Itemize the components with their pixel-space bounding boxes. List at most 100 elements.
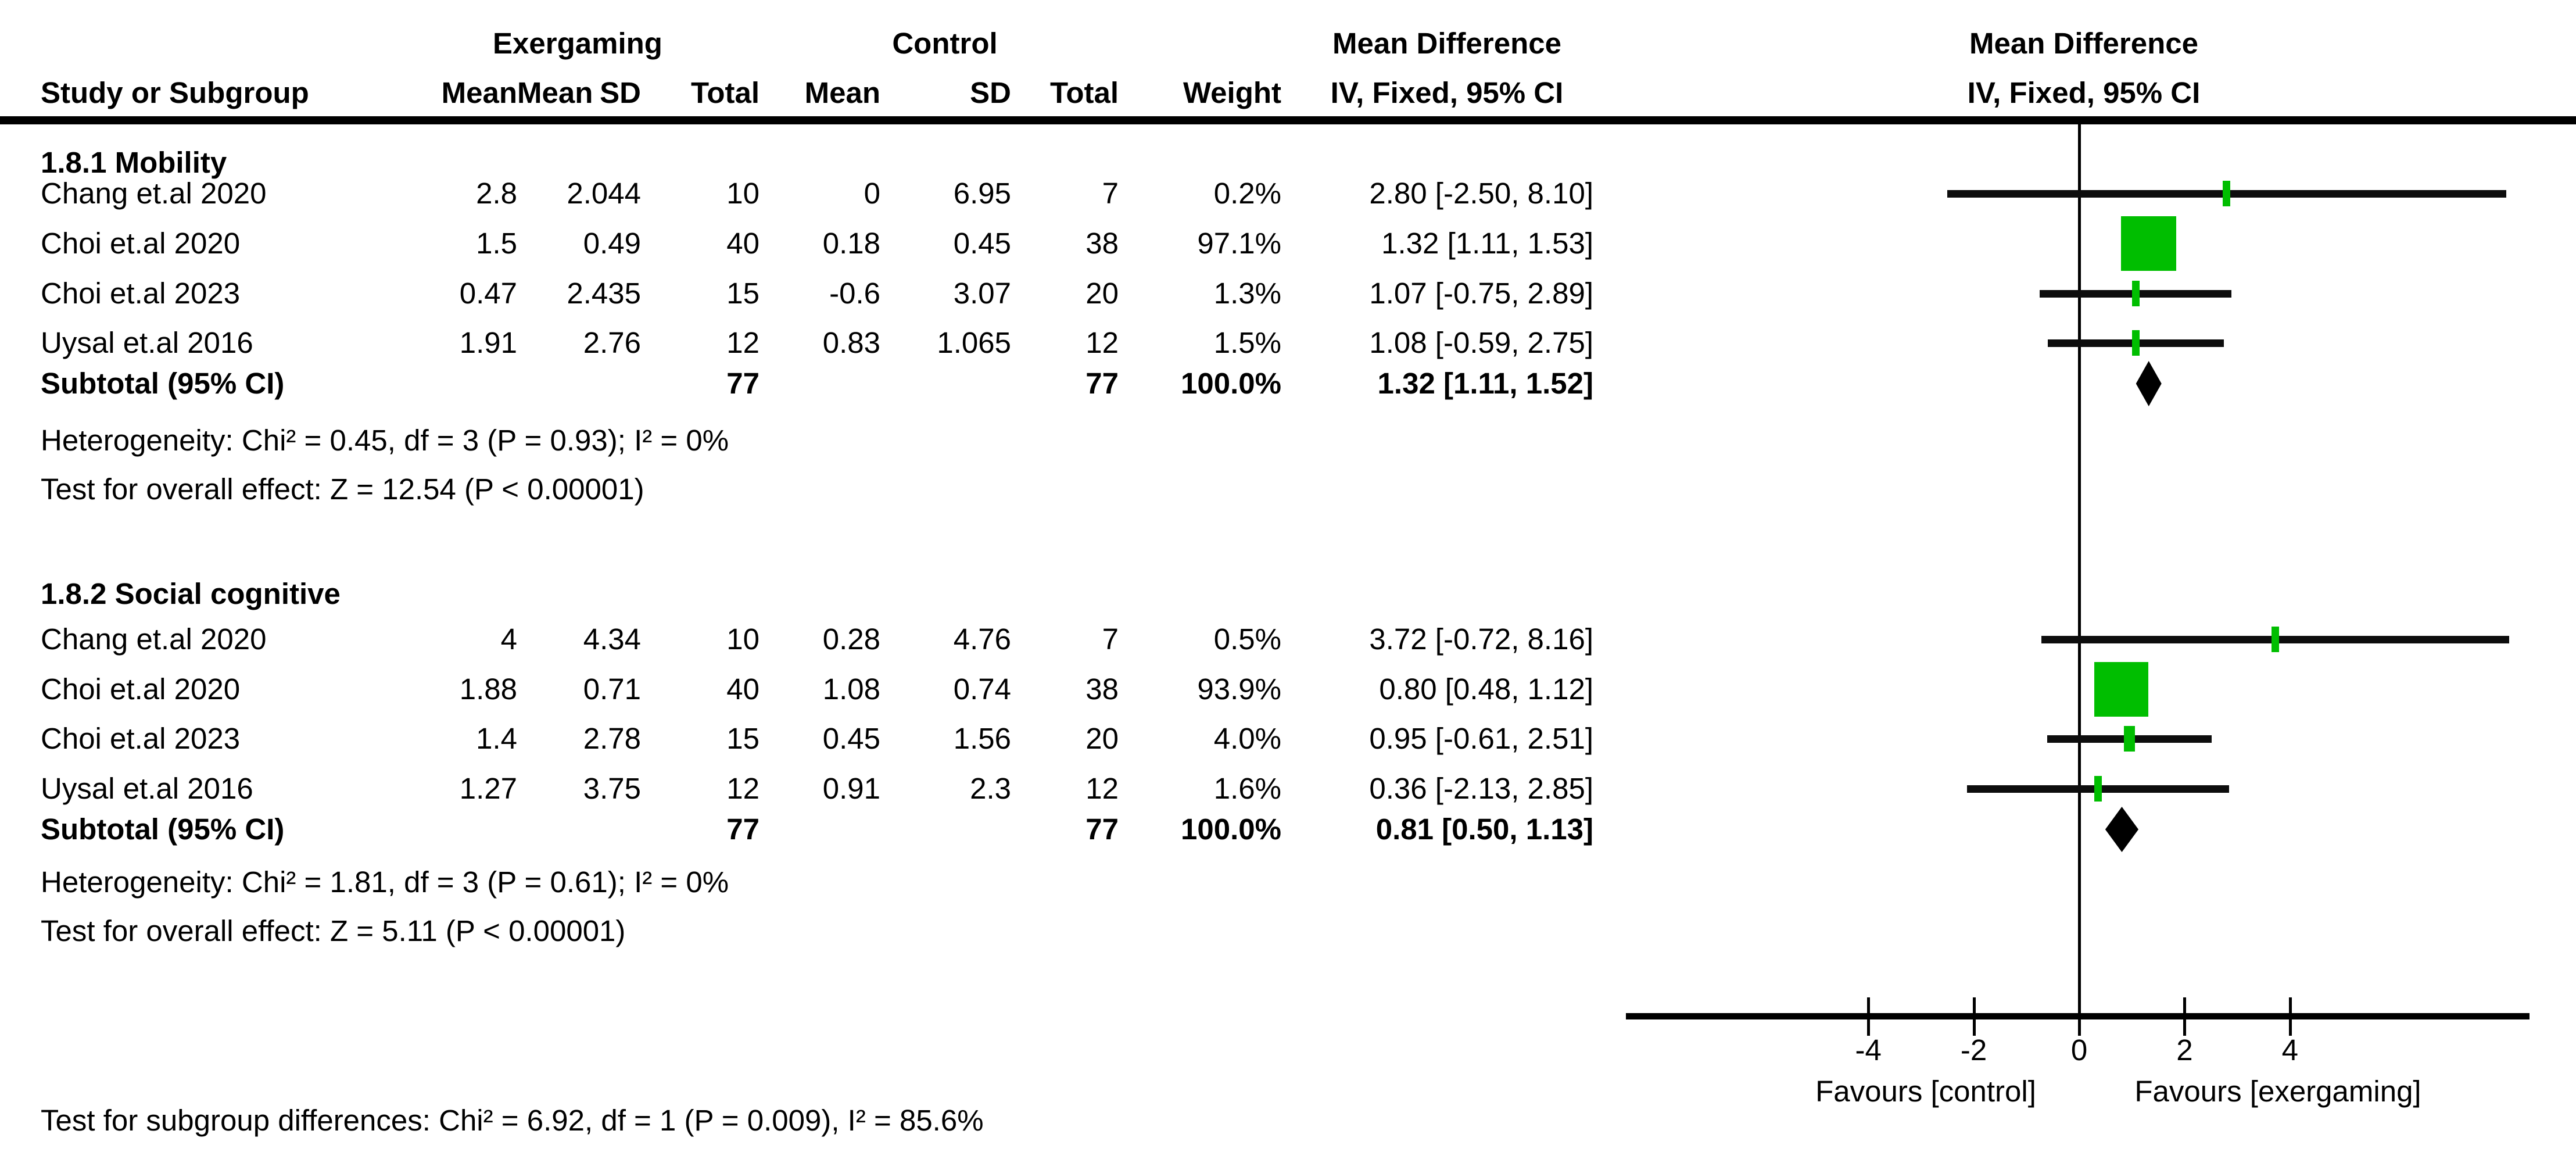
weight-column-header: Weight [1183,76,1281,109]
cell-sd-control: 1.065 [937,326,1011,359]
cell-total-control: 12 [1085,772,1119,805]
subtotal-weight: 100.0% [1181,367,1281,400]
tick-label: 2 [2176,1033,2193,1067]
cell-ci-text: 1.32 [1.11, 1.53] [1381,227,1593,260]
subtotal-label: Subtotal (95% CI) [41,367,285,400]
cell-sd-exergaming: 4.34 [583,622,641,656]
cell-mean-control: 0.83 [822,326,880,359]
subgroup-differences-text: Test for subgroup differences: Chi² = 6.… [41,1104,984,1137]
ci-method-left-header: IV, Fixed, 95% CI [1330,76,1564,109]
exergaming-group-header: Exergaming [493,27,662,60]
summary-diamond [2136,361,2162,406]
favours-left-label: Favours [control] [1815,1075,2036,1108]
study-name: Uysal et.al 2016 [41,772,253,805]
favours-right-label: Favours [exergaming] [2134,1075,2421,1108]
cell-total-control: 20 [1085,277,1119,310]
cell-sd-exergaming: 2.044 [567,177,641,210]
cell-sd-control: 6.95 [953,177,1011,210]
zero-line [2078,124,2081,1016]
overall-effect-text-1: Test for overall effect: Z = 12.54 (P < … [41,473,644,506]
subtotal-total-exergaming: 77 [726,367,759,400]
subtotal-weight: 100.0% [1181,813,1281,846]
effect-marker [2094,662,2149,717]
cell-weight: 0.2% [1213,177,1281,210]
cell-weight: 1.3% [1213,277,1281,310]
cell-mean-exergaming: 1.27 [459,772,517,805]
axis-tick [2183,997,2187,1036]
cell-sd-exergaming: 0.71 [583,672,641,706]
cell-total-exergaming: 15 [726,722,759,755]
study-name: Chang et.al 2020 [41,177,267,210]
axis-tick [2288,997,2292,1036]
exergaming-mean-header: Mean [517,76,593,109]
x-axis [1626,1013,2530,1019]
overall-effect-text-2: Test for overall effect: Z = 5.11 (P < 0… [41,914,626,947]
cell-mean-control: 1.08 [822,672,880,706]
exergaming-total-header: Total [690,76,759,109]
cell-ci-text: 2.80 [-2.50, 8.10] [1369,177,1593,210]
cell-total-control: 38 [1085,672,1119,706]
effect-marker [2132,330,2140,356]
cell-total-control: 12 [1085,326,1119,359]
axis-tick [1867,997,1871,1036]
effect-marker [2223,181,2231,206]
study-name: Choi et.al 2020 [41,227,241,260]
heterogeneity-text-2: Heterogeneity: Chi² = 1.81, df = 3 (P = … [41,865,729,899]
cell-mean-control: -0.6 [829,277,880,310]
cell-mean-control: 0.18 [822,227,880,260]
cell-mean-exergaming: 1.91 [459,326,517,359]
subtotal-ci-text: 1.32 [1.11, 1.52] [1377,367,1593,400]
cell-mean-control: 0 [864,177,880,210]
effect-marker [2123,726,2135,752]
cell-total-control: 7 [1102,177,1119,210]
cell-ci-text: 0.36 [-2.13, 2.85] [1369,772,1593,805]
axis-tick [1972,997,1976,1036]
exergaming-mean-header: Mean [441,76,517,109]
exergaming-sd-header: SD [600,76,641,109]
cell-sd-control: 0.74 [953,672,1011,706]
control-group-header: Control [892,27,998,60]
ci-method-plot-header: IV, Fixed, 95% CI [1967,76,2201,109]
cell-total-exergaming: 12 [726,772,759,805]
cell-sd-control: 3.07 [953,277,1011,310]
cell-ci-text: 3.72 [-0.72, 8.16] [1369,622,1593,656]
subgroup-title: 1.8.1 Mobility [41,146,227,179]
cell-total-exergaming: 10 [726,622,759,656]
cell-sd-exergaming: 2.76 [583,326,641,359]
heterogeneity-text-1: Heterogeneity: Chi² = 0.45, df = 3 (P = … [41,424,729,457]
control-total-header: Total [1049,76,1119,109]
cell-weight: 1.5% [1213,326,1281,359]
subgroup-title: 1.8.2 Social cognitive [41,577,341,610]
tick-label: -2 [1960,1033,1987,1067]
cell-mean-exergaming: 4 [500,622,517,656]
cell-weight: 1.6% [1213,772,1281,805]
header-rule [0,116,2576,124]
cell-weight: 0.5% [1213,622,1281,656]
cell-mean-exergaming: 1.88 [459,672,517,706]
tick-label: 4 [2281,1033,2298,1067]
cell-total-control: 20 [1085,722,1119,755]
subtotal-total-exergaming: 77 [726,813,759,846]
study-name: Chang et.al 2020 [41,622,267,656]
cell-total-exergaming: 40 [726,227,759,260]
mean-difference-plot-header: Mean Difference [1969,27,2198,60]
cell-weight: 93.9% [1197,672,1281,706]
cell-total-exergaming: 12 [726,326,759,359]
cell-sd-exergaming: 2.435 [567,277,641,310]
cell-total-control: 38 [1085,227,1119,260]
effect-marker [2271,627,2279,652]
axis-tick [2078,997,2081,1036]
cell-mean-exergaming: 1.5 [476,227,517,260]
cell-total-exergaming: 40 [726,672,759,706]
cell-total-exergaming: 10 [726,177,759,210]
subtotal-ci-text: 0.81 [0.50, 1.13] [1375,813,1593,846]
cell-total-control: 7 [1102,622,1119,656]
cell-ci-text: 0.95 [-0.61, 2.51] [1369,722,1593,755]
summary-diamond [2105,807,2139,852]
tick-label: -4 [1855,1033,1882,1067]
cell-weight: 4.0% [1213,722,1281,755]
cell-ci-text: 1.08 [-0.59, 2.75] [1369,326,1593,359]
study-name: Choi et.al 2023 [41,277,241,310]
subtotal-total-control: 77 [1085,813,1119,846]
